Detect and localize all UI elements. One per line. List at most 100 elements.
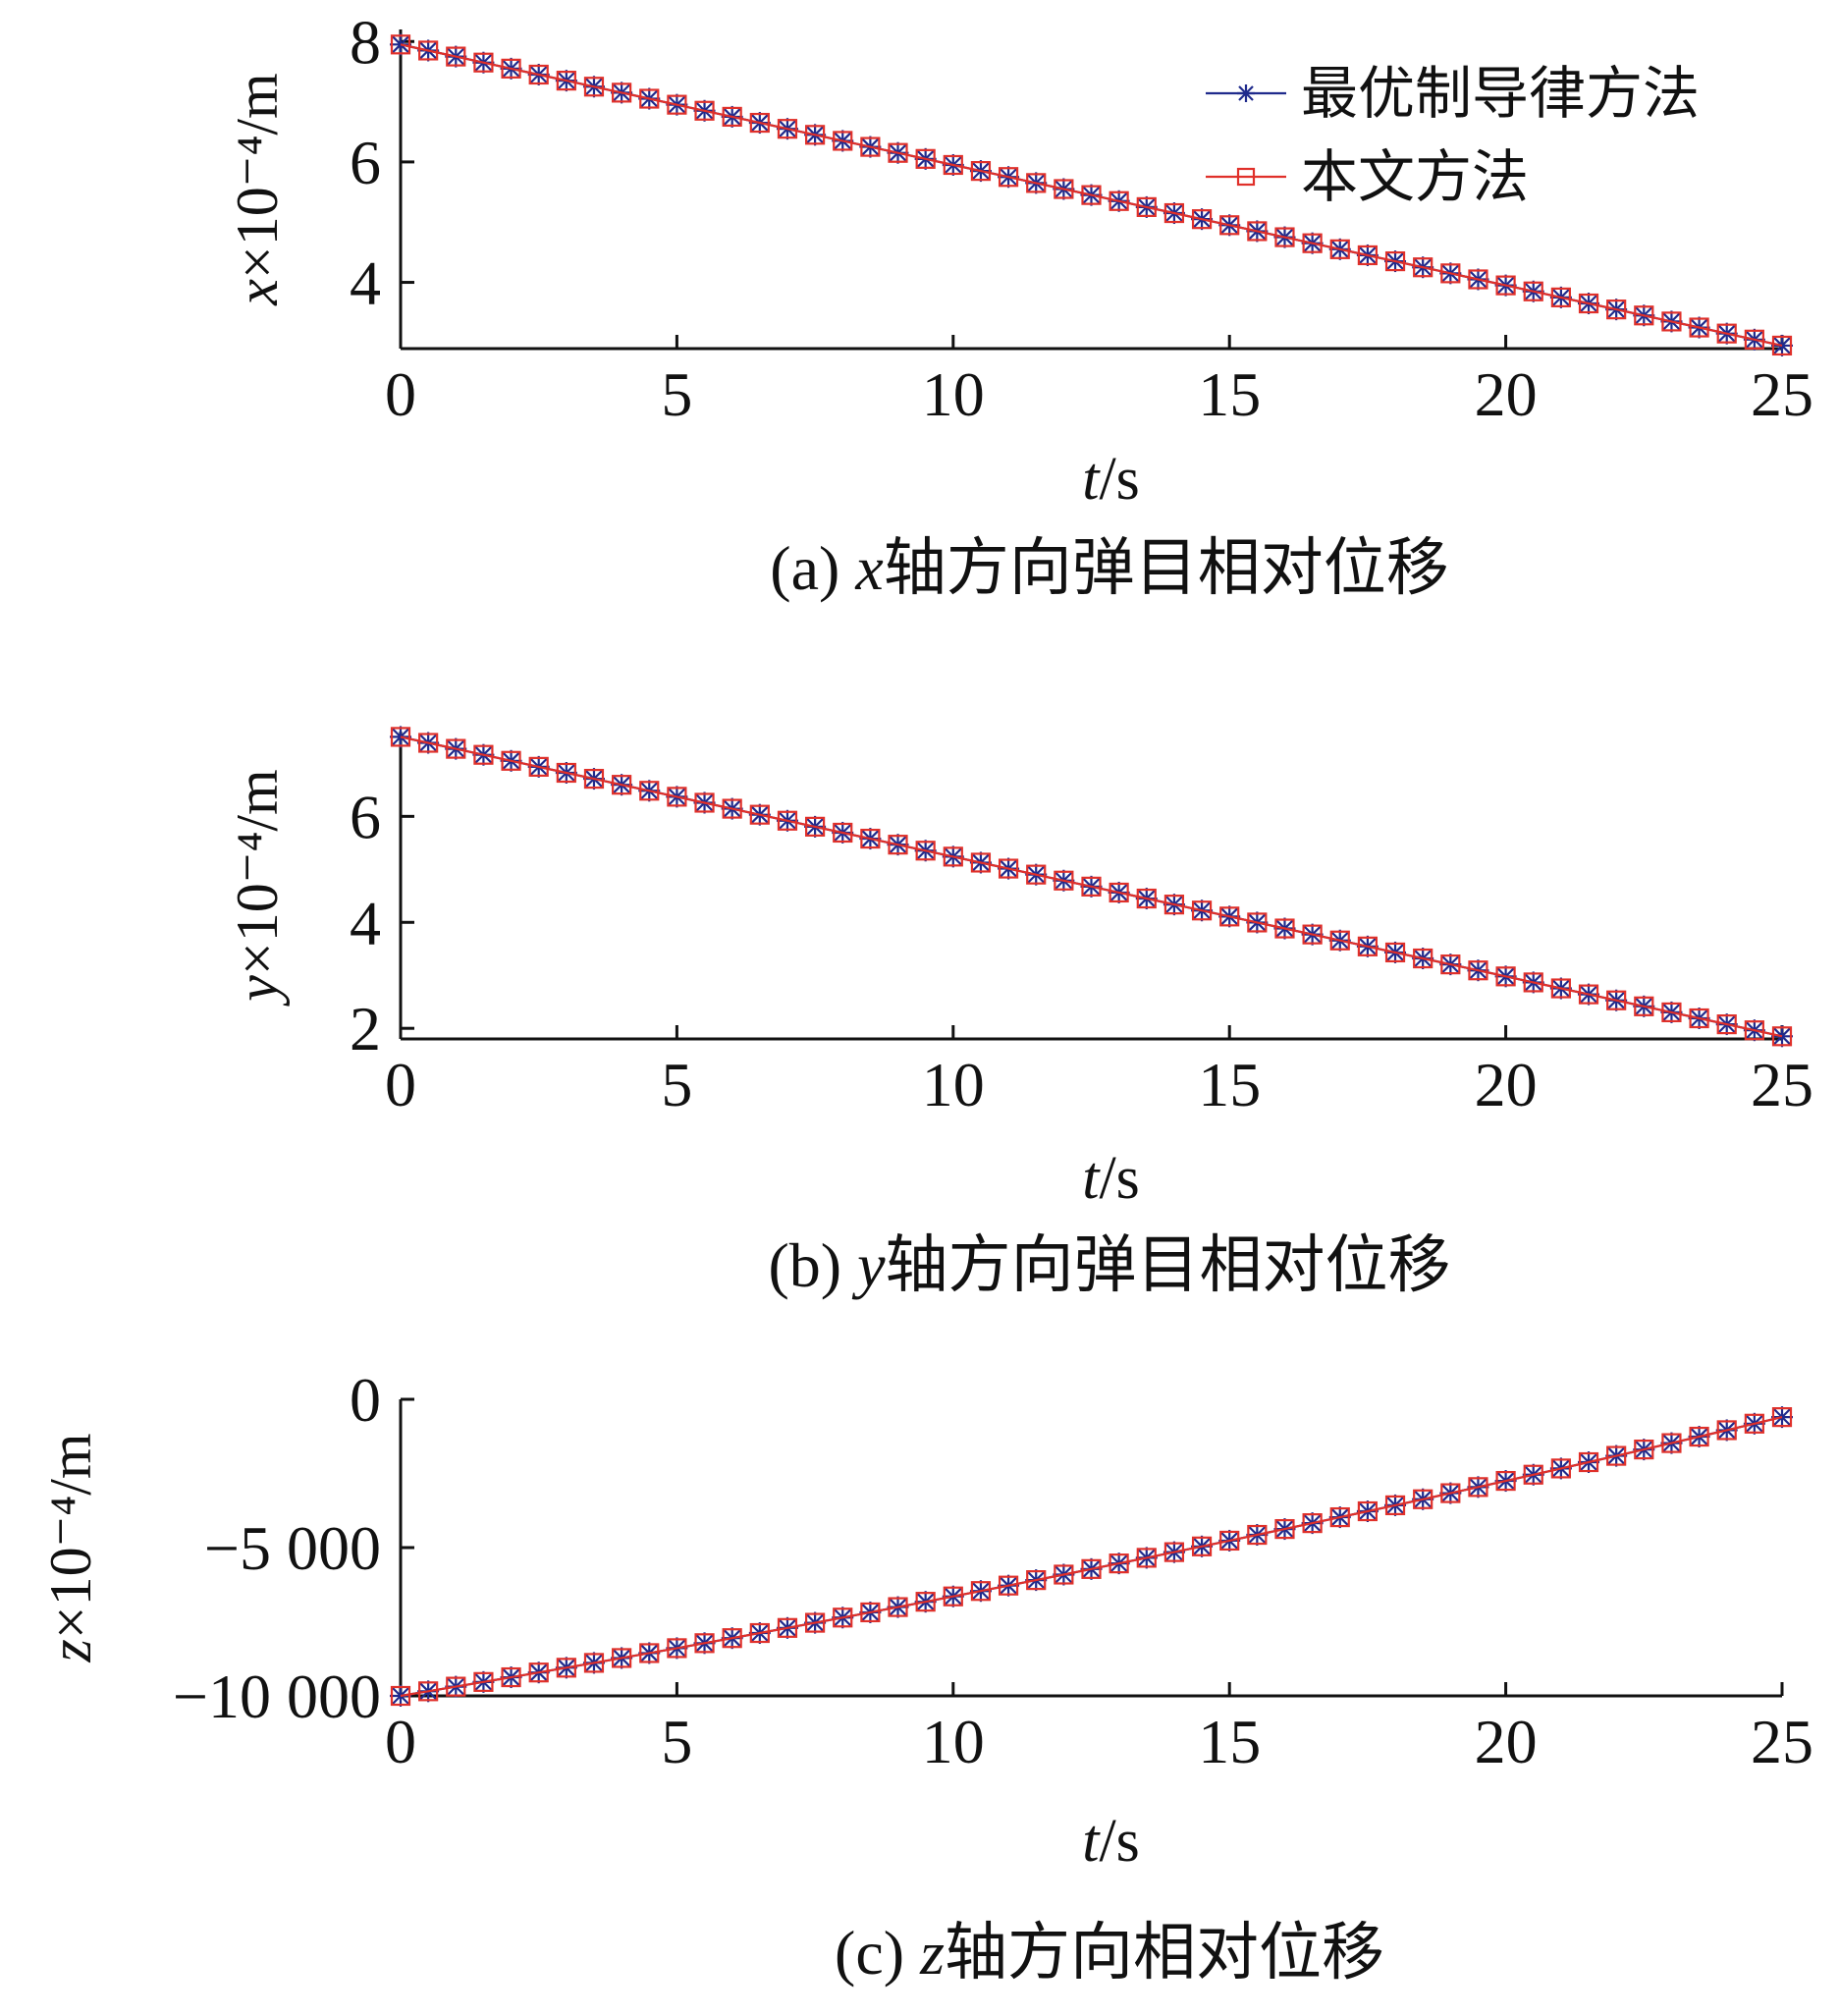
data-point: [1523, 281, 1543, 301]
data-point: [722, 798, 742, 819]
data-point: [1661, 1002, 1682, 1023]
data-point: [1440, 954, 1461, 975]
data-point: [1329, 930, 1350, 951]
data-point: [1771, 335, 1793, 356]
data-point: [1716, 1420, 1737, 1441]
data-point: [1495, 1470, 1516, 1492]
y-tick-label: 0: [350, 1365, 381, 1435]
data-point: [1384, 942, 1406, 963]
data-point: [1357, 1500, 1379, 1522]
data-point: [1109, 1553, 1129, 1574]
data-point: [970, 1581, 992, 1602]
data-point: [556, 71, 576, 91]
x-tick-label: 10: [922, 359, 985, 429]
data-point: [860, 136, 881, 157]
data-point: [1247, 1524, 1268, 1546]
data-point: [1578, 293, 1599, 314]
x-tick-label: 20: [1475, 1707, 1538, 1776]
data-point: [1054, 1564, 1074, 1585]
data-point: [667, 1638, 687, 1659]
x-tick-label: 20: [1475, 359, 1538, 429]
data-point: [1302, 924, 1323, 945]
data-point: [1495, 275, 1516, 296]
series-proposed-method: [390, 1407, 1793, 1707]
series-line: [400, 1416, 1783, 1698]
data-point: [1163, 1542, 1185, 1562]
data-point: [473, 1671, 494, 1692]
data-point: [1081, 185, 1102, 205]
data-point: [1081, 876, 1102, 897]
data-point: [749, 1622, 770, 1644]
data-point: [1054, 179, 1074, 199]
data-point: [998, 858, 1019, 879]
data-point: [1771, 334, 1793, 356]
data-point: [1606, 1445, 1627, 1466]
data-point: [1440, 263, 1461, 284]
x-tick-label: 10: [922, 1050, 985, 1119]
data-point: [1357, 245, 1379, 266]
data-point: [1136, 196, 1157, 217]
data-point: [1302, 1513, 1323, 1534]
data-point: [1026, 864, 1047, 885]
x-tick-label: 5: [661, 1050, 692, 1119]
data-point: [998, 167, 1019, 188]
y-tick-label: 6: [350, 782, 381, 851]
data-point: [473, 744, 494, 765]
data-point: [446, 1676, 466, 1697]
data-point: [528, 1662, 549, 1683]
data-point: [970, 852, 992, 873]
x-tick-label: 15: [1198, 1050, 1261, 1119]
data-point: [1329, 239, 1350, 259]
data-point: [1771, 1026, 1793, 1047]
y-tick-label: 8: [350, 7, 381, 77]
data-point: [1634, 305, 1654, 326]
data-point: [1219, 1530, 1240, 1552]
data-point: [612, 1648, 632, 1668]
data-point: [1606, 300, 1627, 320]
x-tick-label: 25: [1751, 359, 1813, 429]
data-point: [390, 727, 411, 747]
data-point: [1550, 978, 1571, 999]
data-point: [1634, 1440, 1654, 1460]
data-point: [1413, 257, 1433, 278]
data-point: [1384, 250, 1406, 272]
data-point: [1109, 191, 1129, 211]
data-point: [1689, 317, 1709, 338]
data-point: [1495, 966, 1516, 987]
data-point: [943, 1586, 963, 1607]
data-point: [1191, 209, 1213, 230]
data-point: [1219, 906, 1240, 927]
data-point: [749, 804, 770, 825]
data-point: [1026, 1570, 1047, 1591]
data-point: [1413, 1489, 1433, 1509]
data-point: [1771, 1407, 1793, 1428]
data-point: [804, 816, 826, 837]
series-line: [400, 1416, 1783, 1698]
data-point: [1468, 960, 1488, 981]
data-point: [501, 750, 521, 771]
x-axis-label: t/s: [1082, 446, 1140, 513]
data-point: [1191, 1536, 1213, 1556]
data-point: [888, 1597, 908, 1617]
panel-caption: (a) x轴方向弹目相对位移: [770, 533, 1448, 603]
data-point: [1689, 1008, 1709, 1029]
data-point: [1413, 948, 1433, 969]
data-point: [667, 94, 687, 115]
data-point: [1634, 996, 1654, 1016]
data-point: [639, 781, 660, 801]
y-tick-label: 4: [350, 888, 381, 957]
data-point: [833, 1607, 853, 1628]
data-point: [694, 1633, 715, 1654]
y-tick-label: 6: [350, 128, 381, 197]
data-point: [1716, 1014, 1737, 1035]
data-point: [1744, 329, 1764, 350]
data-point: [833, 822, 853, 844]
data-point: [1163, 895, 1185, 915]
data-point: [1247, 912, 1268, 933]
y-tick-label: 4: [350, 248, 381, 318]
data-point: [1744, 1413, 1764, 1434]
series-proposed-method: [390, 727, 1793, 1047]
data-point: [1661, 1433, 1682, 1453]
